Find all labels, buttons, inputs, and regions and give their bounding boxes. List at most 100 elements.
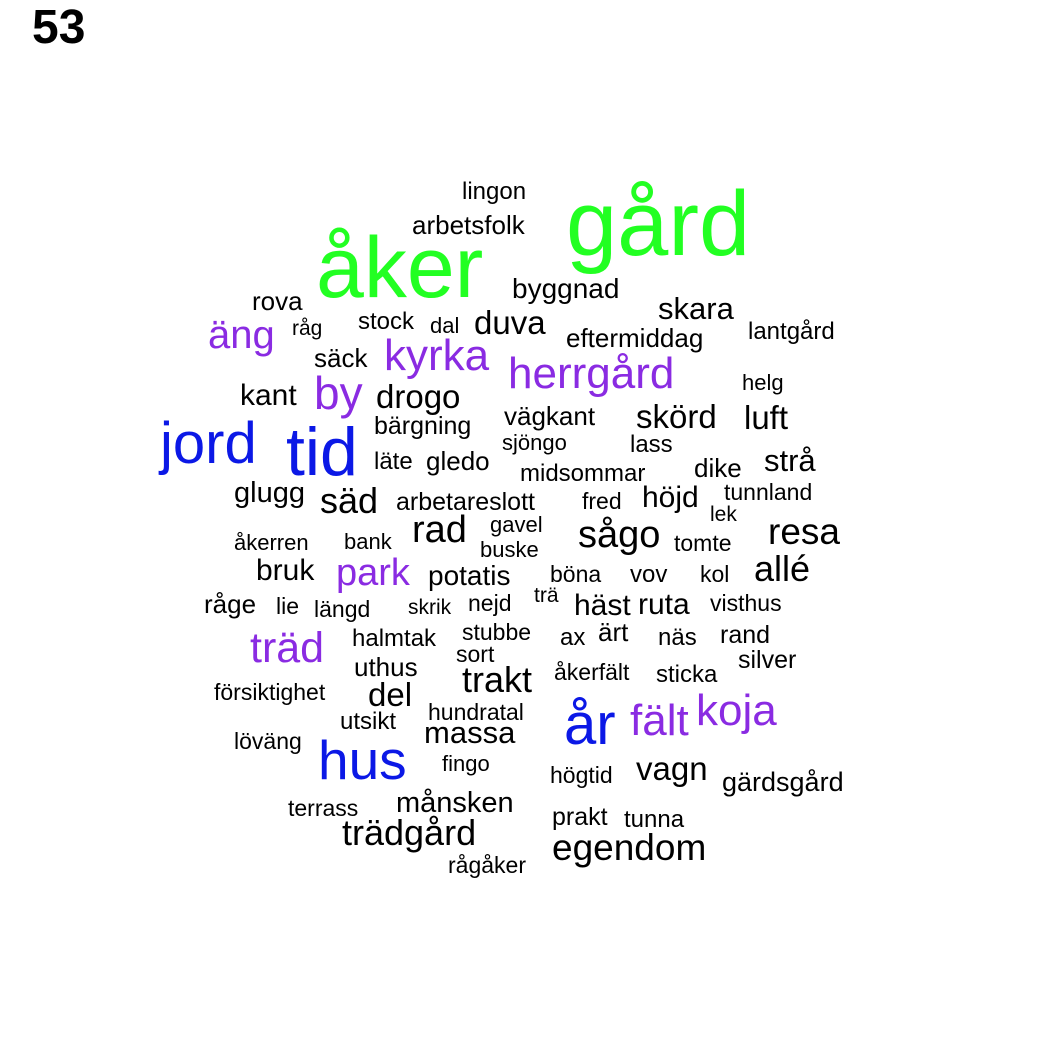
word-fingo: fingo <box>442 751 490 776</box>
word-hundratal: hundratal <box>428 699 524 725</box>
word-sjongo: sjöngo <box>502 430 567 455</box>
word-ang: äng <box>208 313 275 357</box>
word-akerren: åkerren <box>234 530 309 555</box>
word-uthus: uthus <box>354 652 418 682</box>
word-hojd: höjd <box>642 481 699 514</box>
word-lie: lie <box>276 593 300 619</box>
word-rag: råg <box>292 317 323 340</box>
word-ar: år <box>564 692 616 757</box>
word-akerfalt: åkerfält <box>554 659 630 685</box>
word-skord: skörd <box>636 398 717 435</box>
word-lantgard: lantgård <box>748 318 835 345</box>
word-late: läte <box>374 448 413 475</box>
word-silver: silver <box>738 646 797 674</box>
word-rova: rova <box>252 286 303 316</box>
word-tunnland: tunnland <box>724 479 813 505</box>
word-del: del <box>368 676 413 713</box>
word-drogo: drogo <box>376 378 461 415</box>
word-vov: vov <box>630 561 668 588</box>
word-tomte: tomte <box>674 530 732 556</box>
word-arbetareslott: arbetareslott <box>396 488 535 516</box>
word-potatis: potatis <box>428 560 511 591</box>
word-terrass: terrass <box>288 795 359 821</box>
word-glugg: glugg <box>234 477 305 509</box>
word-resa: resa <box>768 511 840 552</box>
word-lovang: löväng <box>234 728 302 754</box>
word-ragaker: rågåker <box>448 852 526 878</box>
word-stubbe: stubbe <box>462 619 532 645</box>
word-massa: massa <box>424 715 516 750</box>
word-hast: häst <box>574 589 631 622</box>
word-ruta: ruta <box>638 588 690 621</box>
word-falt: fält <box>630 696 689 745</box>
word-duva: duva <box>474 304 546 341</box>
word-kant: kant <box>240 379 297 412</box>
word-skrik: skrik <box>408 596 452 619</box>
word-park: park <box>336 552 410 594</box>
word-by: by <box>314 367 363 419</box>
word-lingon: lingon <box>462 178 527 205</box>
word-sago: sågo <box>578 514 661 556</box>
word-vagkant: vägkant <box>504 401 596 431</box>
word-nejd: nejd <box>468 590 512 616</box>
word-sticka: sticka <box>656 661 718 688</box>
word-luft: luft <box>744 399 789 436</box>
word-skara: skara <box>658 291 734 326</box>
word-ax: ax <box>560 624 586 651</box>
word-aker: åker <box>316 220 484 316</box>
word-dike: dike <box>694 453 742 483</box>
word-prakt: prakt <box>552 803 608 831</box>
word-tid: tid <box>286 414 358 490</box>
word-egendom: egendom <box>552 827 707 868</box>
word-sort: sort <box>456 641 495 667</box>
word-halmtak: halmtak <box>352 625 437 652</box>
word-buske: buske <box>480 537 539 562</box>
word-rad: rad <box>412 509 467 551</box>
word-herrgard: herrgård <box>508 349 675 398</box>
word-lek: lek <box>710 503 737 526</box>
word-byggnad: byggnad <box>512 273 620 304</box>
word-trakt: trakt <box>462 659 533 700</box>
word-koja: koja <box>696 686 777 735</box>
word-sad: säd <box>320 480 379 521</box>
word-bargning: bärgning <box>374 412 472 440</box>
word-gard: gård <box>566 173 751 275</box>
word-mansken: månsken <box>396 787 514 819</box>
word-lass: lass <box>630 431 673 458</box>
word-vagn: vagn <box>636 750 708 787</box>
word-stra: strå <box>764 443 816 478</box>
word-gledo: gledo <box>426 446 490 476</box>
word-sack: säck <box>314 343 368 373</box>
word-trad: träd <box>250 624 325 672</box>
word-bruk: bruk <box>256 554 315 587</box>
word-stock: stock <box>358 308 415 335</box>
word-gardsgard: gärdsgård <box>722 767 844 797</box>
word-art: ärt <box>598 617 629 647</box>
word-tradgard: trädgård <box>342 812 477 853</box>
word-visthus: visthus <box>710 590 782 616</box>
word-langd: längd <box>314 596 371 622</box>
word-tunna: tunna <box>624 806 685 833</box>
word-rage: råge <box>204 589 257 619</box>
word-gavel: gavel <box>490 512 543 537</box>
word-dal: dal <box>430 313 460 338</box>
word-bank: bank <box>344 529 392 554</box>
word-alle: allé <box>754 548 811 589</box>
word-helg: helg <box>742 370 784 395</box>
word-bona: böna <box>550 561 602 587</box>
word-hus: hus <box>318 729 407 791</box>
page-number: 53 <box>32 1 86 54</box>
word-eftermiddag: eftermiddag <box>566 323 704 353</box>
word-utsikt: utsikt <box>340 708 397 735</box>
word-jord: jord <box>160 411 257 476</box>
word-midsommar: midsommar <box>520 460 646 487</box>
word-arbetsfolk: arbetsfolk <box>412 210 525 240</box>
word-hogtid: högtid <box>550 762 613 788</box>
word-forsiktighet: försiktighet <box>214 679 326 705</box>
word-nas: näs <box>658 624 697 651</box>
word-rand: rand <box>720 621 771 649</box>
word-tra: trä <box>534 584 559 607</box>
word-kol: kol <box>700 561 730 587</box>
word-fred: fred <box>582 488 622 514</box>
